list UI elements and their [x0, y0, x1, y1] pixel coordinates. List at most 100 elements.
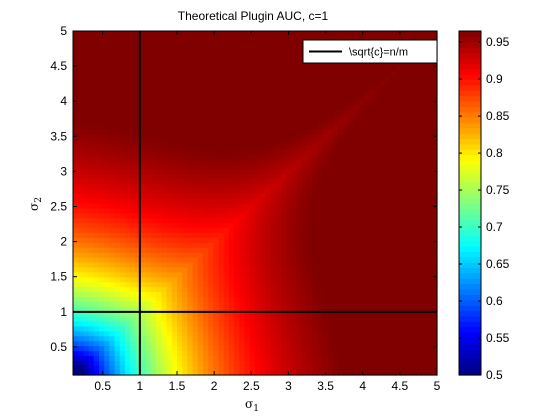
heatmap-cell — [182, 75, 188, 81]
heatmap-cell — [78, 148, 84, 155]
heatmap-cell — [192, 134, 199, 140]
heatmap-cell — [385, 114, 391, 121]
heatmap-cell — [327, 252, 334, 258]
heatmap-cell — [343, 85, 350, 91]
heatmap-cell — [260, 350, 266, 356]
heatmap-cell — [416, 222, 422, 229]
heatmap-cell — [99, 40, 105, 47]
heatmap-cell — [130, 306, 136, 312]
heatmap-cell — [385, 237, 391, 243]
heatmap-cell — [104, 266, 110, 273]
heatmap-cell — [405, 335, 412, 342]
heatmap-cell — [307, 281, 313, 288]
heatmap-cell — [93, 296, 100, 302]
heatmap-cell — [104, 188, 110, 194]
heatmap-cell — [265, 247, 272, 253]
heatmap-cell — [104, 55, 110, 62]
heatmap-cell — [421, 261, 428, 268]
heatmap-cell — [426, 286, 433, 293]
heatmap-cell — [426, 168, 433, 175]
heatmap-cell — [317, 345, 324, 352]
heatmap-cell — [166, 40, 173, 47]
heatmap-cell — [119, 104, 126, 111]
heatmap-cell — [234, 134, 240, 140]
heatmap-cell — [182, 85, 188, 91]
heatmap-cell — [333, 360, 339, 366]
heatmap-cell — [73, 311, 79, 317]
heatmap-cell — [156, 276, 162, 283]
heatmap-cell — [322, 291, 329, 297]
heatmap-cell — [281, 355, 287, 361]
heatmap-cell — [348, 286, 355, 293]
heatmap-cell — [125, 109, 131, 116]
heatmap-cell — [109, 217, 116, 224]
heatmap-cell — [270, 183, 277, 189]
heatmap-cell — [135, 291, 142, 297]
heatmap-cell — [135, 89, 142, 96]
heatmap-cell — [275, 316, 282, 322]
heatmap-cell — [145, 232, 152, 238]
heatmap-cell — [229, 335, 235, 342]
heatmap-cell — [177, 45, 183, 52]
heatmap-cell — [156, 370, 162, 376]
heatmap-cell — [145, 85, 152, 91]
heatmap-cell — [291, 139, 298, 145]
heatmap-cell — [338, 281, 344, 288]
heatmap-cell — [218, 222, 225, 229]
heatmap-cell — [151, 345, 157, 352]
heatmap-cell — [182, 271, 188, 278]
heatmap-cell — [249, 257, 256, 263]
heatmap-cell — [338, 247, 344, 253]
heatmap-cell — [385, 198, 391, 204]
heatmap-cell — [286, 232, 292, 238]
heatmap-cell — [307, 222, 313, 229]
heatmap-cell — [135, 212, 142, 219]
heatmap-cell — [182, 203, 188, 209]
heatmap-cell — [296, 340, 303, 347]
heatmap-cell — [99, 65, 105, 71]
heatmap-cell — [411, 158, 417, 165]
heatmap-cell — [192, 75, 199, 81]
heatmap-cell — [234, 40, 240, 47]
heatmap-cell — [426, 114, 433, 121]
heatmap-cell — [255, 85, 261, 91]
heatmap-cell — [265, 306, 272, 312]
heatmap-cell — [343, 104, 350, 111]
heatmap-cell — [239, 139, 246, 145]
heatmap-cell — [364, 104, 370, 111]
heatmap-cell — [239, 222, 246, 229]
heatmap-cell — [255, 99, 261, 106]
heatmap-cell — [166, 242, 173, 248]
heatmap-cell — [130, 35, 136, 42]
heatmap-cell — [275, 252, 282, 258]
heatmap-cell — [390, 276, 396, 283]
heatmap-cell — [213, 252, 220, 258]
heatmap-cell — [327, 139, 334, 145]
heatmap-cell — [119, 65, 126, 71]
heatmap-cell — [296, 345, 303, 352]
heatmap-cell — [270, 134, 277, 140]
heatmap-cell — [156, 320, 162, 327]
heatmap-cell — [114, 153, 121, 160]
heatmap-cell — [73, 266, 79, 273]
heatmap-cell — [218, 247, 225, 253]
heatmap-cell — [255, 217, 261, 224]
heatmap-cell — [400, 158, 407, 165]
heatmap-cell — [270, 276, 277, 283]
heatmap-cell — [177, 335, 183, 342]
heatmap-cell — [301, 306, 308, 312]
heatmap-cell — [223, 340, 230, 347]
heatmap-cell — [411, 104, 417, 111]
heatmap-cell — [135, 301, 142, 307]
heatmap-cell — [151, 340, 157, 347]
heatmap-cell — [109, 163, 116, 170]
heatmap-cell — [213, 94, 220, 101]
heatmap-cell — [114, 335, 121, 342]
heatmap-cell — [223, 70, 230, 76]
heatmap-cell — [109, 45, 116, 52]
heatmap-cell — [431, 237, 438, 243]
heatmap-cell — [270, 291, 277, 297]
heatmap-cell — [223, 320, 230, 327]
heatmap-cell — [73, 360, 79, 366]
heatmap-cell — [182, 335, 188, 342]
